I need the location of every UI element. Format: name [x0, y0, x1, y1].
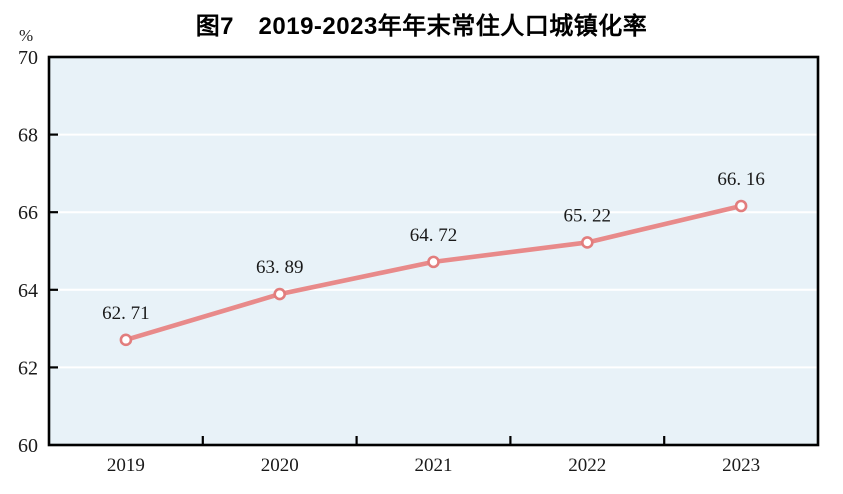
data-point-marker	[273, 287, 287, 301]
y-axis-tick-label: 64	[18, 280, 38, 302]
x-axis-tick-label: 2019	[107, 455, 145, 476]
x-axis-tick-label: 2020	[261, 455, 299, 476]
x-axis-tick-label: 2022	[568, 455, 606, 476]
y-axis-tick-label: 66	[18, 202, 38, 224]
plot-area	[49, 57, 818, 445]
y-axis-tick-label: 68	[18, 125, 38, 147]
chart-title: 图7 2019-2023年年末常住人口城镇化率	[195, 13, 648, 40]
data-point-marker	[119, 333, 133, 347]
data-point-label: 64. 72	[410, 225, 458, 246]
data-point-label: 62. 71	[102, 303, 150, 324]
data-point-label: 63. 89	[256, 257, 304, 278]
y-axis-tick-label: 60	[18, 435, 38, 457]
x-axis-tick-label: 2021	[415, 455, 453, 476]
x-axis-tick-label: 2023	[722, 455, 760, 476]
plot-border	[47, 55, 820, 447]
data-point-marker	[734, 199, 748, 213]
y-axis-tick-label: 62	[18, 357, 38, 379]
data-point-marker	[580, 236, 594, 249]
y-axis-tick-label: 70	[18, 47, 38, 69]
data-point-label: 65. 22	[564, 205, 612, 226]
data-point-label: 66. 16	[717, 169, 765, 190]
data-point-marker	[427, 255, 440, 269]
y-axis-unit-label: %	[19, 26, 34, 45]
